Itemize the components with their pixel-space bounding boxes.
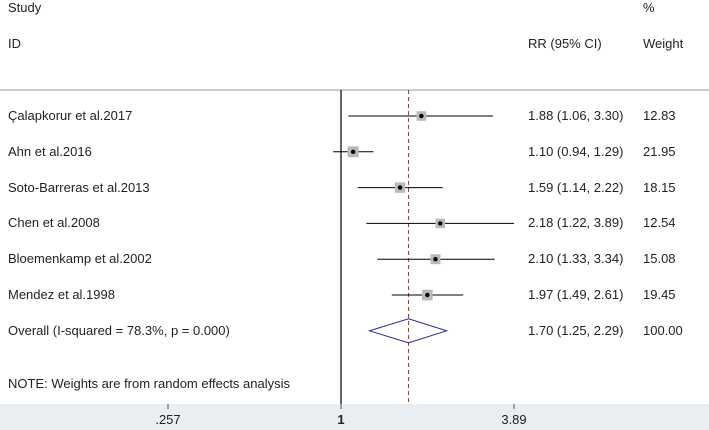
study-weight-text: 12.54 <box>643 215 676 231</box>
study-ci-text: 1.88 (1.06, 3.30) <box>528 108 624 123</box>
effect-header: RR (95% CI) <box>528 36 602 51</box>
overall-label: Overall (I-squared = 78.3%, p = 0.000) <box>8 322 230 338</box>
study-ci-text: 1.97 (1.49, 2.61) <box>528 287 624 302</box>
study-point <box>397 185 403 190</box>
study-weight-text: 19.45 <box>643 287 676 302</box>
study-label: Mendez et al.1998 <box>8 287 115 302</box>
percent-header: % <box>643 0 655 15</box>
study-header: Study <box>8 0 42 15</box>
study-point <box>350 149 356 154</box>
study-weight-text: 18.15 <box>643 179 676 195</box>
study-point <box>425 292 430 298</box>
study-ci-text: 1.59 (1.14, 2.22) <box>528 179 624 195</box>
study-point <box>419 113 424 119</box>
axis-tick-label: .257 <box>155 412 180 427</box>
overall-ci-text: 1.70 (1.25, 2.29) <box>528 322 624 338</box>
study-ci-text: 2.10 (1.33, 3.34) <box>528 251 624 267</box>
study-label: Chen et al.2008 <box>8 215 100 231</box>
study-point <box>438 221 443 226</box>
study-label: Bloemenkamp et al.2002 <box>8 251 152 267</box>
study-weight-text: 21.95 <box>643 143 676 159</box>
axis-band <box>0 404 709 430</box>
overall-diamond <box>367 318 449 344</box>
study-label: Ahn et al.2016 <box>8 143 92 159</box>
note-text: NOTE: Weights are from random effects an… <box>8 376 291 391</box>
axis-tick-label: 1 <box>337 412 344 427</box>
study-label: Çalapkorur et al.2017 <box>8 108 133 123</box>
study-label: Soto-Barreras et al.2013 <box>8 179 150 195</box>
study-point <box>433 257 438 262</box>
study-ci-text: 2.18 (1.22, 3.89) <box>528 215 624 231</box>
id-header: ID <box>8 36 21 51</box>
study-weight-text: 12.83 <box>643 108 676 123</box>
weight-header: Weight <box>643 36 684 51</box>
study-ci-text: 1.10 (0.94, 1.29) <box>528 143 624 159</box>
overall-weight-text: 100.00 <box>643 322 683 338</box>
study-weight-text: 15.08 <box>643 251 676 267</box>
axis-tick-label: 3.89 <box>501 412 526 427</box>
